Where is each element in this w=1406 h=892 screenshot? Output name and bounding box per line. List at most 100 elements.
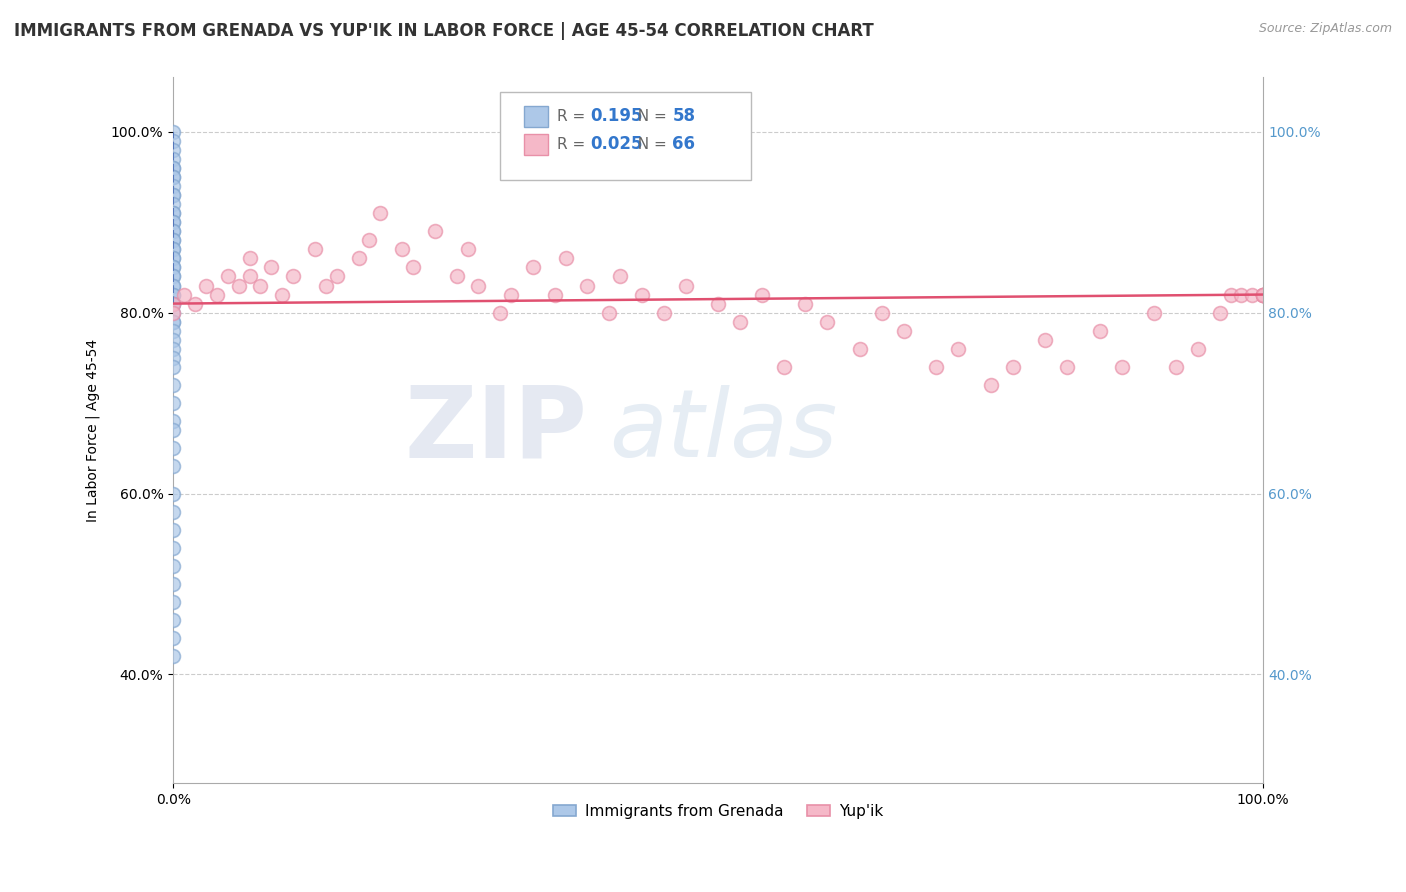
Point: [162, 315, 184, 329]
Point: [1088, 324, 1111, 338]
Point: [1219, 287, 1241, 301]
Point: [1164, 359, 1187, 374]
Point: [162, 296, 184, 310]
Point: [162, 188, 184, 202]
Point: [162, 359, 184, 374]
Point: [870, 305, 893, 319]
Point: [162, 649, 184, 664]
Point: [228, 278, 250, 293]
Text: 66: 66: [672, 136, 696, 153]
Point: [1251, 287, 1274, 301]
Point: [162, 233, 184, 247]
Point: [162, 134, 184, 148]
Point: [271, 287, 294, 301]
Point: [162, 233, 184, 247]
Point: [391, 243, 413, 257]
Point: [162, 252, 184, 266]
Point: [522, 260, 544, 275]
Text: atlas: atlas: [609, 384, 838, 475]
Point: [162, 595, 184, 609]
Point: [162, 296, 184, 310]
Point: [304, 243, 326, 257]
Point: [162, 305, 184, 319]
Point: [162, 224, 184, 238]
Text: Source: ZipAtlas.com: Source: ZipAtlas.com: [1258, 22, 1392, 36]
Point: [162, 396, 184, 410]
Point: [238, 252, 260, 266]
Point: [1187, 342, 1209, 356]
Point: [162, 287, 184, 301]
Point: [162, 324, 184, 338]
Point: [162, 269, 184, 284]
Point: [162, 378, 184, 392]
Point: [249, 278, 271, 293]
Point: [946, 342, 969, 356]
Point: [728, 315, 751, 329]
Point: [402, 260, 425, 275]
Point: [162, 342, 184, 356]
Point: [1033, 333, 1056, 347]
Point: [925, 359, 948, 374]
Point: [162, 414, 184, 428]
Point: [162, 613, 184, 627]
Point: [162, 243, 184, 257]
Point: [162, 278, 184, 293]
Point: [554, 252, 576, 266]
Point: [652, 305, 675, 319]
Point: [173, 287, 195, 301]
Point: [1001, 359, 1024, 374]
Point: [162, 215, 184, 229]
Point: [370, 206, 392, 220]
FancyBboxPatch shape: [524, 134, 548, 155]
Point: [162, 486, 184, 500]
Point: [205, 287, 228, 301]
Text: 58: 58: [672, 107, 696, 125]
Point: [893, 324, 915, 338]
Point: [162, 296, 184, 310]
Point: [238, 269, 260, 284]
Point: [162, 252, 184, 266]
Point: [162, 260, 184, 275]
Point: [347, 252, 370, 266]
Point: [162, 269, 184, 284]
Text: R =: R =: [557, 109, 591, 124]
Point: [162, 224, 184, 238]
Point: [489, 305, 512, 319]
Point: [162, 260, 184, 275]
Point: [162, 305, 184, 319]
Point: [1251, 287, 1274, 301]
Point: [1208, 305, 1230, 319]
Point: [260, 260, 283, 275]
Text: 0.025: 0.025: [591, 136, 643, 153]
Point: [675, 278, 697, 293]
Point: [162, 161, 184, 175]
Point: [1143, 305, 1166, 319]
Point: [457, 243, 479, 257]
Point: [162, 315, 184, 329]
Point: [501, 287, 523, 301]
Point: [1230, 287, 1253, 301]
Point: [423, 224, 446, 238]
Text: R =: R =: [557, 137, 591, 152]
FancyBboxPatch shape: [524, 105, 548, 127]
Point: [980, 378, 1002, 392]
Point: [162, 161, 184, 175]
FancyBboxPatch shape: [501, 92, 751, 180]
Point: [467, 278, 489, 293]
Text: N =: N =: [627, 109, 672, 124]
Point: [1111, 359, 1133, 374]
Point: [326, 269, 349, 284]
Point: [162, 541, 184, 555]
Point: [751, 287, 773, 301]
Point: [283, 269, 305, 284]
Point: [162, 577, 184, 591]
Point: [162, 459, 184, 474]
Point: [1056, 359, 1078, 374]
Point: [162, 197, 184, 211]
Text: IMMIGRANTS FROM GRENADA VS YUP'IK IN LABOR FORCE | AGE 45-54 CORRELATION CHART: IMMIGRANTS FROM GRENADA VS YUP'IK IN LAB…: [14, 22, 873, 40]
Point: [707, 296, 730, 310]
Point: [162, 442, 184, 456]
Point: [609, 269, 631, 284]
Point: [162, 287, 184, 301]
Point: [162, 243, 184, 257]
